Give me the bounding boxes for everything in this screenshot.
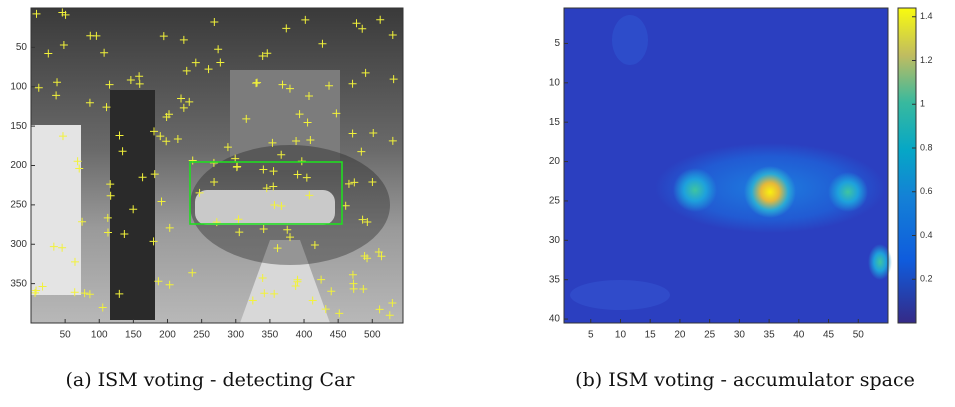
y-tick-label: 200: [10, 160, 27, 171]
x-tick-label: 250: [193, 330, 210, 341]
y-tick-label: 350: [10, 278, 27, 289]
heatmap: [564, 8, 892, 323]
x-tick-label: 450: [330, 330, 347, 341]
x-tick-label: 25: [704, 330, 716, 341]
caption: (b) ISM voting - accumulator space: [575, 369, 915, 391]
x-tick-label: 30: [734, 330, 746, 341]
y-tick-label: 50: [16, 42, 28, 53]
x-tick-label: 5: [588, 330, 594, 341]
y-tick-label: 35: [549, 274, 561, 285]
x-tick-label: 50: [60, 330, 72, 341]
x-tick-label: 35: [764, 330, 776, 341]
y-tick-label: 30: [549, 235, 561, 246]
colorbar-tick-label: 1.4: [920, 11, 933, 21]
x-tick-label: 20: [674, 330, 686, 341]
y-tick-label: 150: [10, 121, 27, 132]
x-tick-label: 10: [615, 330, 627, 341]
colorbar-tick-label: 0.6: [920, 186, 933, 196]
x-tick-label: 40: [793, 330, 805, 341]
colorbar-tick-label: 0.8: [920, 142, 933, 152]
x-tick-label: 45: [823, 330, 835, 341]
y-tick-label: 15: [549, 117, 561, 128]
x-tick-label: 150: [125, 330, 142, 341]
y-tick-label: 40: [549, 314, 561, 325]
y-tick-label: 10: [549, 77, 561, 88]
x-tick-label: 300: [227, 330, 244, 341]
photo: [31, 8, 403, 323]
x-tick-label: 500: [364, 330, 381, 341]
y-tick-label: 300: [10, 239, 27, 250]
y-tick-label: 250: [10, 200, 27, 211]
colorbar-tick-label: 1: [920, 99, 925, 109]
colorbar: [898, 8, 916, 323]
colorbar-tick-label: 0.4: [920, 230, 933, 240]
x-tick-label: 100: [91, 330, 108, 341]
caption: (a) ISM voting - detecting Car: [65, 369, 355, 391]
colorbar-tick-label: 0.2: [920, 274, 933, 284]
x-tick-label: 350: [262, 330, 279, 341]
colorbar-tick-label: 1.2: [920, 55, 933, 65]
y-tick-label: 20: [549, 156, 561, 167]
y-tick-label: 100: [10, 81, 27, 92]
x-tick-label: 200: [159, 330, 176, 341]
y-tick-label: 5: [554, 38, 560, 49]
y-tick-label: 25: [549, 196, 561, 207]
x-tick-label: 15: [645, 330, 657, 341]
figure: 5010015020025030035040045050050100150200…: [0, 0, 955, 407]
x-tick-label: 400: [296, 330, 313, 341]
x-tick-label: 50: [853, 330, 865, 341]
